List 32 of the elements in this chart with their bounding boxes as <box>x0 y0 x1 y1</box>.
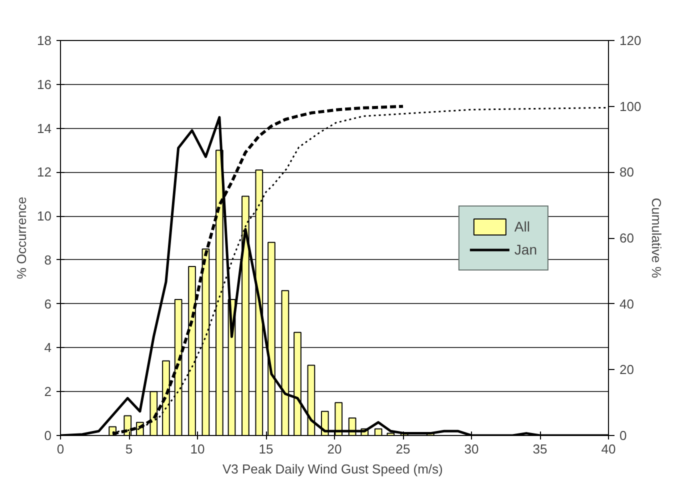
x-tick-label: 5 <box>125 442 133 456</box>
y2-axis-title: Cumulative % <box>649 198 664 279</box>
y-tick-label: 6 <box>44 296 52 312</box>
x-tick-label: 35 <box>532 442 548 456</box>
y-tick-label: 10 <box>37 208 52 224</box>
y-tick-label: 18 <box>37 33 52 48</box>
x-tick-label: 25 <box>396 442 410 456</box>
x-axis-title: V3 Peak Daily Wind Gust Speed (m/s) <box>222 462 443 476</box>
x-tick-label: 15 <box>258 442 274 456</box>
y-tick-label: 12 <box>37 164 52 180</box>
x-tick-label: 30 <box>464 442 479 456</box>
bar <box>374 428 382 436</box>
x-tick-label: 40 <box>601 442 616 456</box>
y-tick-label: 4 <box>44 340 52 356</box>
y-tick-label: 16 <box>37 76 52 92</box>
y-tick-label: 14 <box>37 120 52 136</box>
y2-tick-label: 20 <box>620 362 634 378</box>
y-axis-title: % Occurrence <box>14 196 30 280</box>
x-tick-label: 10 <box>190 442 205 456</box>
y-tick-label: 0 <box>44 428 52 443</box>
x-tick-label: 20 <box>327 442 342 456</box>
legend-label: All <box>514 218 531 234</box>
y-tick-label: 8 <box>44 252 52 268</box>
y2-tick-label: 40 <box>620 296 634 312</box>
y-tick-label: 2 <box>44 384 52 400</box>
y2-tick-label: 0 <box>620 428 627 443</box>
x-tick-label: 0 <box>56 442 64 456</box>
legend-label: Jan <box>514 241 537 257</box>
y2-tick-label: 120 <box>620 33 642 48</box>
y2-tick-label: 100 <box>620 98 642 114</box>
y2-tick-label: 80 <box>620 164 634 180</box>
y2-tick-label: 60 <box>620 230 634 246</box>
